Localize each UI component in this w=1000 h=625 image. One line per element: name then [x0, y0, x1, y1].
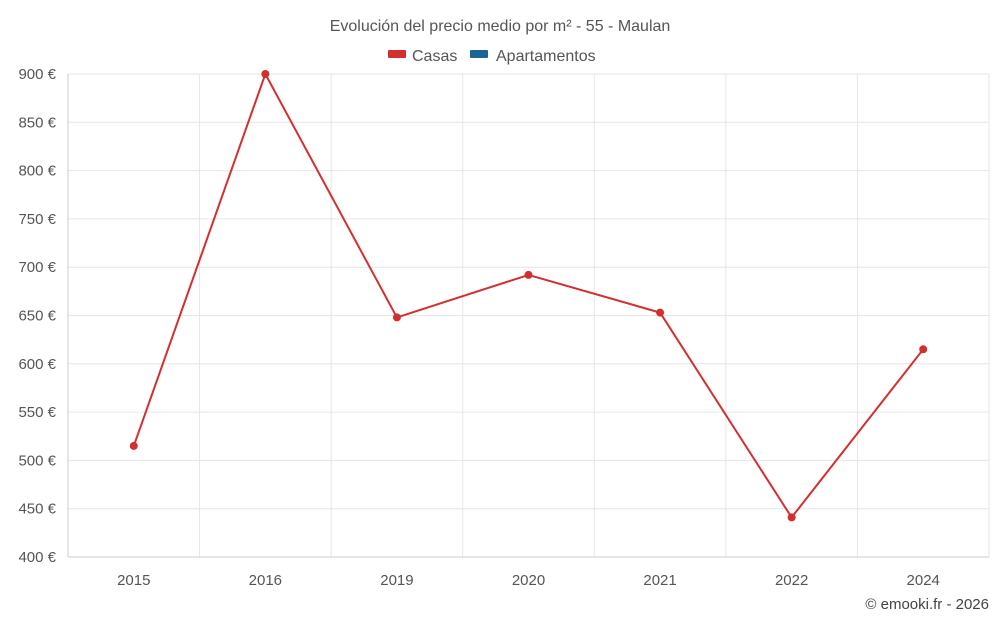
- x-tick-label: 2024: [907, 572, 940, 589]
- legend-label-apartamentos: Apartamentos: [496, 48, 596, 65]
- y-axis-labels: 400 € 450 € 500 € 550 € 600 € 650 € 700 € 750 €…: [18, 66, 56, 566]
- data-point-casas[interactable]: [919, 345, 928, 354]
- series-casas: [129, 70, 928, 522]
- y-tick-label: 500 €: [18, 452, 56, 469]
- data-point-casas[interactable]: [261, 70, 270, 78]
- y-tick-label: 750 €: [18, 211, 56, 228]
- x-tick-label: 2022: [775, 572, 808, 589]
- y-tick-label: 700 €: [18, 259, 56, 276]
- data-point-casas[interactable]: [129, 441, 138, 450]
- credit-text: © emooki.fr - 2026: [865, 596, 989, 613]
- y-tick-label: 650 €: [18, 308, 56, 325]
- legend-label-casas: Casas: [412, 48, 457, 65]
- y-tick-label: 400 €: [18, 549, 56, 566]
- legend-swatch-apartamentos: [470, 50, 488, 58]
- y-tick-label: 900 €: [18, 66, 56, 83]
- legend-item-apartamentos[interactable]: Apartamentos: [470, 48, 596, 65]
- legend-item-casas[interactable]: Casas: [388, 48, 457, 65]
- y-tick-label: 800 €: [18, 163, 56, 180]
- x-tick-label: 2021: [643, 572, 676, 589]
- legend: Casas Apartamentos: [388, 48, 596, 65]
- data-point-casas[interactable]: [524, 270, 533, 279]
- y-tick-label: 600 €: [18, 356, 56, 373]
- x-tick-label: 2020: [512, 572, 545, 589]
- y-tick-label: 850 €: [18, 114, 56, 131]
- x-tick-label: 2015: [117, 572, 150, 589]
- data-point-casas[interactable]: [787, 513, 796, 522]
- y-tick-label: 550 €: [18, 404, 56, 421]
- series-line-casas: [132, 73, 925, 519]
- data-point-casas[interactable]: [656, 308, 665, 317]
- grid: [68, 73, 990, 557]
- chart-title: Evolución del precio medio por m² - 55 -…: [330, 18, 671, 35]
- data-point-casas[interactable]: [392, 313, 401, 322]
- x-tick-label: 2019: [380, 572, 413, 589]
- axes: [67, 74, 989, 558]
- legend-swatch-casas: [388, 50, 406, 58]
- x-tick-label: 2016: [249, 572, 282, 589]
- y-tick-label: 450 €: [18, 501, 56, 518]
- x-axis-labels: 2015 2016 2019 2020 2021 2022 2024: [117, 572, 940, 589]
